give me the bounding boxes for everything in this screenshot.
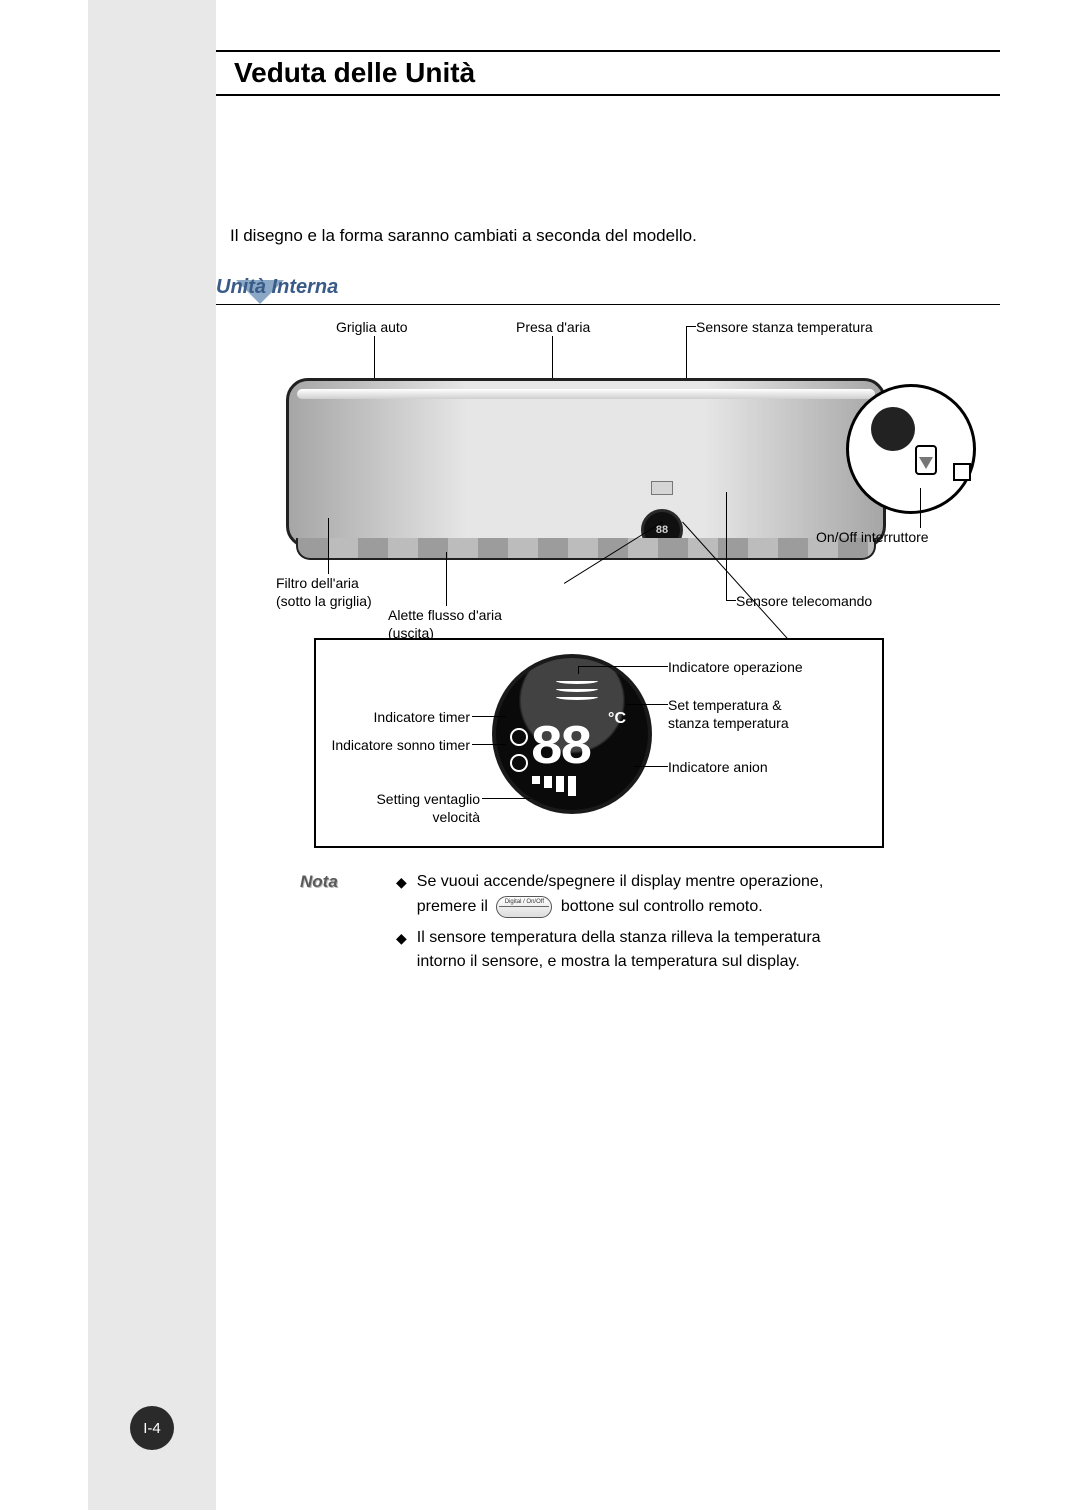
sleep-timer-icon bbox=[510, 754, 528, 772]
leader-line bbox=[446, 552, 447, 606]
leader-line bbox=[686, 326, 696, 327]
label-alette-l1: Alette flusso d'aria bbox=[388, 607, 502, 623]
leader-line bbox=[726, 600, 736, 601]
label-onoff: On/Off interruttore bbox=[816, 528, 929, 546]
temperature-digits: 88 bbox=[530, 716, 589, 780]
leader-line bbox=[482, 798, 530, 799]
label-setting-l1: Setting ventaglio bbox=[376, 791, 480, 807]
label-sensore-temp: Sensore stanza temperatura bbox=[696, 318, 873, 336]
degree-unit: °C bbox=[608, 710, 626, 728]
leader-line bbox=[578, 666, 668, 667]
label-alette: Alette flusso d'aria (uscita) bbox=[388, 606, 502, 642]
zoom-knob-icon bbox=[871, 407, 915, 451]
note-text: Il sensore temperatura della stanza rill… bbox=[417, 926, 821, 976]
note-1-pre: premere il bbox=[417, 898, 488, 915]
note-1-line-a: Se vuoui accende/spegnere il display men… bbox=[417, 873, 823, 890]
note-label: Nota bbox=[300, 872, 338, 892]
label-anion: Indicatore anion bbox=[668, 758, 768, 776]
leader-line bbox=[634, 766, 668, 767]
label-setting-vent: Setting ventaglio velocità bbox=[360, 790, 480, 826]
leader-line bbox=[472, 744, 506, 745]
note-section: Nota ◆ Se vuoui accende/spegnere il disp… bbox=[300, 870, 980, 981]
label-filtro: Filtro dell'aria (sotto la griglia) bbox=[276, 574, 372, 610]
leader-line bbox=[578, 666, 579, 674]
leader-line bbox=[920, 488, 921, 528]
note-2-line-a: Il sensore temperatura della stanza rill… bbox=[417, 929, 821, 946]
note-text: Se vuoui accende/spegnere il display men… bbox=[417, 870, 823, 920]
label-filtro-l1: Filtro dell'aria bbox=[276, 575, 359, 591]
page-title: Veduta delle Unità bbox=[234, 57, 475, 89]
leader-line bbox=[626, 704, 668, 705]
label-ind-timer: Indicatore timer bbox=[350, 708, 470, 726]
label-filtro-l2: (sotto la griglia) bbox=[276, 593, 372, 609]
bullet-diamond-icon: ◆ bbox=[396, 870, 407, 920]
note-2-line-b: intorno il sensore, e mostra la temperat… bbox=[417, 953, 800, 970]
page-number-badge: I-4 bbox=[130, 1406, 174, 1450]
leader-line bbox=[328, 518, 329, 574]
intro-text: Il disegno e la forma saranno cambiati a… bbox=[230, 226, 697, 246]
label-settemp: Set temperatura & stanza temperatura bbox=[668, 696, 789, 732]
page: Veduta delle Unità Il disegno e la forma… bbox=[0, 0, 1080, 1510]
display-detail-box: 88 °C Indicatore operazione Set temperat… bbox=[314, 638, 884, 848]
side-rect-icon bbox=[953, 463, 971, 481]
section-header: Unità Interna bbox=[216, 274, 1000, 304]
control-display-disc: 88 °C bbox=[492, 654, 652, 814]
leader-line bbox=[472, 716, 506, 717]
label-griglia: Griglia auto bbox=[336, 318, 408, 336]
timer-icon bbox=[510, 728, 528, 746]
page-number: I-4 bbox=[143, 1420, 161, 1437]
label-ind-op: Indicatore operazione bbox=[668, 658, 803, 676]
title-band: Veduta delle Unità bbox=[216, 50, 1000, 96]
section-title: Unità Interna bbox=[216, 276, 338, 299]
section-rule bbox=[216, 304, 1000, 305]
label-sensore-tele: Sensore telecomando bbox=[736, 592, 872, 610]
left-margin bbox=[88, 0, 216, 1510]
small-display-digits: 88 bbox=[656, 524, 668, 536]
label-setting-l2: velocità bbox=[433, 809, 480, 825]
switch-zoom-circle bbox=[846, 384, 976, 514]
leader-line bbox=[552, 336, 553, 384]
note-item: ◆ Se vuoui accende/spegnere il display m… bbox=[396, 870, 980, 920]
note-1-post: bottone sul controllo remoto. bbox=[561, 898, 763, 915]
bullet-diamond-icon: ◆ bbox=[396, 926, 407, 976]
unit-diagram: Griglia auto Presa d'aria Sensore stanza… bbox=[286, 318, 986, 868]
remote-btn-text: Digital / On/Off bbox=[497, 898, 551, 907]
label-ind-sonno: Indicatore sonno timer bbox=[316, 736, 470, 754]
indoor-unit: 88 bbox=[286, 378, 886, 548]
label-settemp-l1: Set temperatura & bbox=[668, 697, 782, 713]
unit-badge bbox=[651, 481, 673, 495]
unit-top-grille bbox=[297, 389, 875, 399]
fan-speed-bars-icon bbox=[532, 776, 576, 796]
operation-waves-icon bbox=[556, 678, 598, 704]
label-presa: Presa d'aria bbox=[516, 318, 590, 336]
note-item: ◆ Il sensore temperatura della stanza ri… bbox=[396, 926, 980, 976]
note-body: ◆ Se vuoui accende/spegnere il display m… bbox=[396, 870, 980, 975]
leader-line bbox=[726, 492, 727, 600]
arrow-down-icon bbox=[919, 457, 933, 469]
air-outlet-vent bbox=[296, 538, 876, 560]
label-settemp-l2: stanza temperatura bbox=[668, 715, 789, 731]
remote-button-icon: Digital / On/Off bbox=[496, 896, 552, 918]
